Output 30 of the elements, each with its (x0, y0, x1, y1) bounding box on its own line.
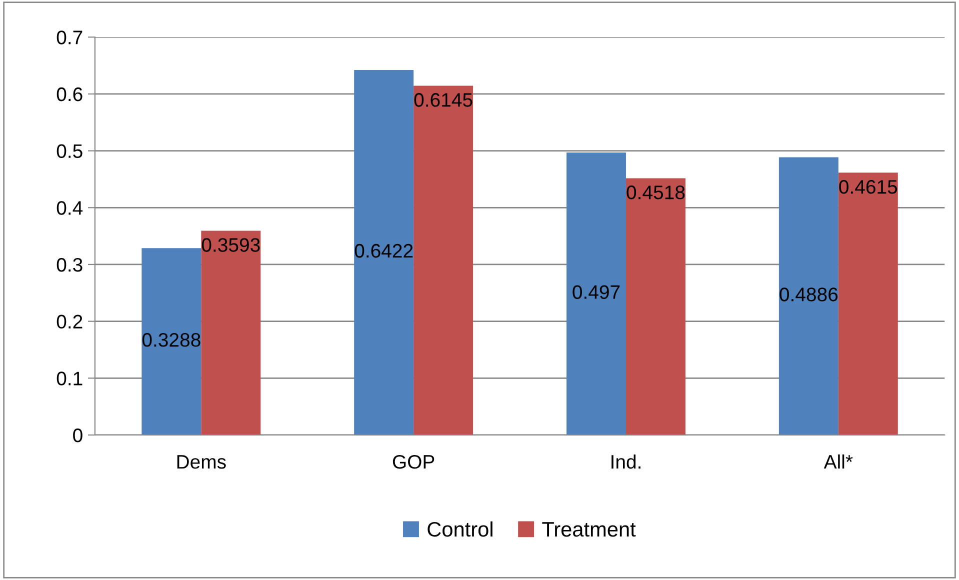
bar (566, 152, 626, 435)
x-tick-label: Ind. (612, 454, 640, 469)
legend-label: Control (428, 521, 492, 537)
bar (142, 248, 202, 435)
y-tick-label: 0.5 (56, 144, 82, 158)
bar (201, 230, 261, 435)
y-tick-label: 0.7 (56, 30, 82, 44)
data-label: 0.3288 (142, 333, 200, 347)
bar (838, 172, 898, 435)
y-tick-label: 0 (73, 428, 82, 442)
data-label: 0.6145 (414, 93, 472, 107)
y-tick-label: 0.1 (56, 372, 82, 386)
data-label: 0.4615 (839, 180, 898, 194)
y-tick-label: 0.3 (56, 258, 82, 272)
legend-label: Treatment (542, 522, 636, 537)
data-label: 0.3593 (202, 238, 260, 252)
x-tick-label: All* (824, 454, 853, 469)
y-tick-label: 0.2 (56, 314, 82, 329)
x-tick-label: Dems (177, 455, 226, 469)
data-label: 0.497 (572, 285, 620, 299)
y-tick-label: 0.4 (56, 201, 83, 215)
x-tick-label: GOP (392, 454, 434, 469)
bar (778, 157, 838, 435)
data-label: 0.6422 (354, 244, 413, 258)
data-label: 0.4518 (626, 186, 685, 200)
data-label: 0.4886 (780, 288, 838, 302)
bar (626, 178, 686, 435)
bar (354, 70, 414, 435)
bar (414, 86, 474, 435)
y-tick-label: 0.6 (56, 87, 82, 102)
